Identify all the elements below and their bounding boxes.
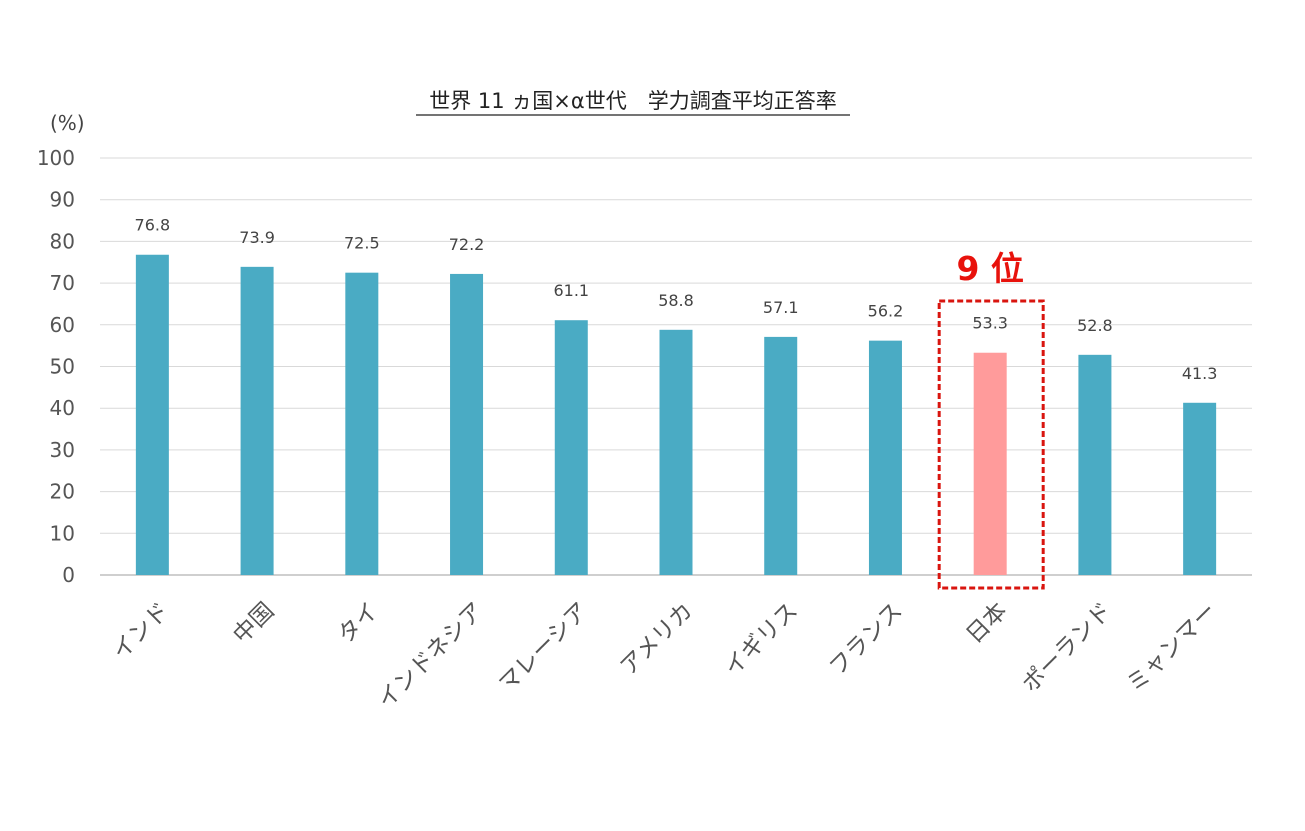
category-label: インドネシア [373,598,489,714]
y-tick-label: 90 [50,188,75,212]
chart-title: 世界 11 ヵ国×α世代 学力調査平均正答率 [429,89,837,113]
bar [1183,402,1217,575]
highlight-group: 9 位 [937,249,1045,590]
y-tick-label: 60 [50,313,75,337]
y-tick-label: 30 [50,438,75,462]
data-label: 58.8 [658,291,694,310]
data-label: 72.5 [344,234,380,253]
data-label: 73.9 [239,228,275,247]
y-tick-label: 40 [50,396,75,420]
data-label: 76.8 [135,216,171,235]
y-tick-label: 80 [50,229,75,253]
bar [240,266,274,575]
highlight-box [937,299,1045,590]
category-label: フランス [825,598,908,681]
category-label: イギリス [720,598,803,681]
y-tick-label: 50 [50,355,75,379]
data-label: 61.1 [553,281,589,300]
bar [659,329,693,575]
category-label: 中国 [228,598,279,649]
category-label: アメリカ [616,598,699,681]
data-label: 53.3 [972,314,1008,333]
y-tick-label: 0 [62,563,75,587]
data-label: 56.2 [868,302,904,321]
category-label: マレーシア [494,598,593,697]
y-tick-label: 70 [50,271,75,295]
bar [554,320,588,575]
data-labels: 76.8 73.9 72.5 72.2 61.1 58.8 57.1 56.2 53.3 52.8… [135,216,1218,383]
y-tick-label: 100 [37,146,75,170]
bars [135,254,1217,575]
bar [345,272,379,575]
category-label: タイ [333,598,384,649]
y-unit-label: (%) [50,111,85,135]
bar [868,340,902,575]
bar [135,254,169,575]
data-label: 72.2 [449,235,485,254]
category-label: インド [107,598,174,665]
bar [450,273,484,575]
data-label: 41.3 [1182,364,1218,383]
category-label: ポーランド [1017,598,1117,698]
rank-annotation: 9 位 [956,249,1023,288]
y-tick-label: 10 [50,521,75,545]
y-axis-ticks: 0 10 20 30 40 50 60 70 80 90 100 [37,146,75,587]
data-label: 57.1 [763,298,799,317]
data-label: 52.8 [1077,316,1113,335]
category-label: ミャンマー [1122,598,1222,698]
bar [1078,354,1112,575]
bar-highlighted [973,352,1007,575]
y-tick-label: 20 [50,480,75,504]
bar [764,336,798,575]
category-label: 日本 [962,598,1013,649]
